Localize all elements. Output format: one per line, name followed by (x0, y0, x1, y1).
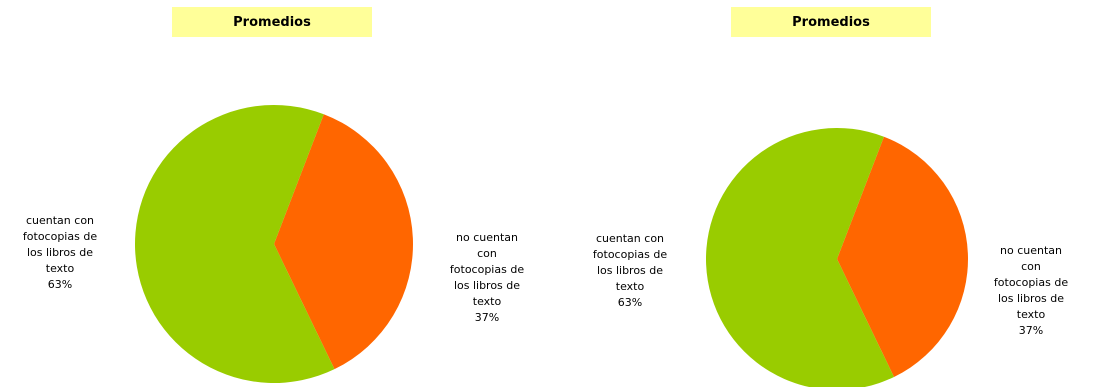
chart-1-slice-orange (274, 114, 414, 370)
chart-1-pie (135, 105, 414, 383)
chart-2-label-green-pct: 63% (617, 296, 643, 309)
chart-2-label-orange: no cuentan con fotocopias de los libros … (976, 243, 1086, 339)
chart-1-label-orange: no cuentan con fotocopias de los libros … (432, 230, 542, 326)
chart-1-slice-green (135, 105, 335, 383)
chart-1-label-green: cuentan con fotocopias de los libros de … (5, 213, 115, 293)
chart-1-label-orange-pct: 37% (474, 311, 500, 324)
chart-2-label-green-text: cuentan con fotocopias de los libros de … (592, 232, 668, 293)
chart-1-title: Promedios (172, 7, 372, 37)
chart-2-label-orange-text: no cuentan con fotocopias de los libros … (993, 244, 1069, 321)
chart-2-label-orange-pct: 37% (1018, 324, 1044, 337)
chart-2-slice-orange (837, 136, 968, 377)
chart-1-label-green-pct: 63% (47, 278, 73, 291)
chart-2-title: Promedios (731, 7, 931, 37)
chart-2-slice-green (706, 128, 895, 387)
chart-1-label-green-text: cuentan con fotocopias de los libros de … (22, 214, 98, 275)
chart-2-pie (706, 128, 968, 387)
chart-1-label-orange-text: no cuentan con fotocopias de los libros … (449, 231, 525, 308)
chart-2-label-green: cuentan con fotocopias de los libros de … (575, 231, 685, 311)
